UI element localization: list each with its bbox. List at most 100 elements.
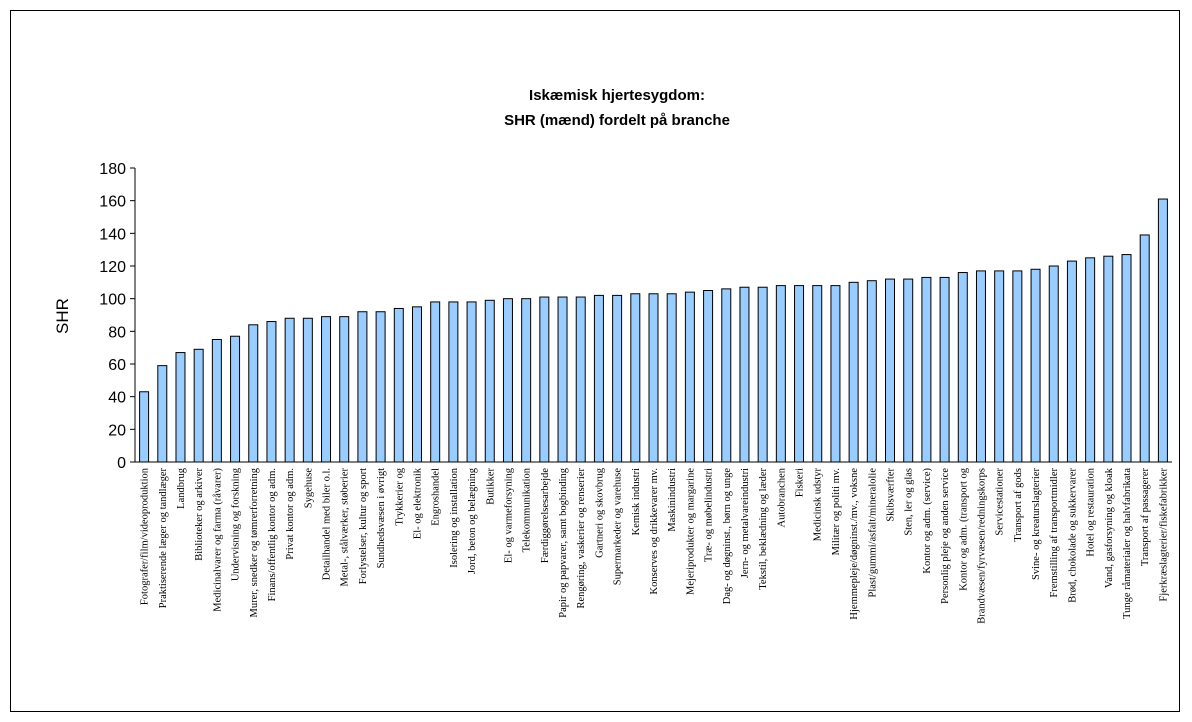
bar [648, 293, 659, 463]
x-tick-label: Træ- og møbelindustri [704, 468, 715, 562]
bar [775, 285, 786, 463]
bar [630, 293, 641, 463]
bar [794, 285, 805, 463]
bar [411, 306, 422, 463]
bar [866, 280, 877, 463]
x-tick-label: Gartneri og skovbrug [594, 467, 605, 558]
x-tick-label: Sten, ler og glas [904, 468, 915, 536]
chart-title: SHR (mænd) fordelt på branche [504, 112, 730, 129]
x-tick-label: Kontor og adm. (transport og [958, 467, 969, 591]
bar [757, 286, 768, 463]
x-tick-label: Autobranchen [776, 467, 787, 527]
x-tick-label: Militær og politi mv. [831, 468, 842, 555]
x-tick-label: El- og varmeforsyning [503, 467, 514, 563]
y-tick-label: 140 [99, 226, 126, 243]
bar [375, 311, 386, 463]
bar [994, 270, 1005, 463]
x-tick-label: Jord, beton og belægning [467, 467, 478, 574]
bar [1066, 260, 1077, 463]
x-tick-label: Brød, chokolade og sukkervarer [1067, 468, 1078, 603]
x-tick-label: Færdiggørelsesarbejde [540, 468, 551, 563]
bar [739, 286, 750, 463]
bar [339, 316, 350, 463]
x-tick-label: Maskinindustri [667, 468, 678, 532]
bar [903, 278, 914, 463]
x-tick-label: Detailhandel med biler o.l. [322, 468, 333, 580]
bar [557, 296, 568, 463]
bar [448, 301, 459, 463]
bar [1030, 268, 1041, 463]
x-tick-label: Fjerkræslagterier/fiskefabrikker [1158, 468, 1169, 602]
x-tick-label: Fiskeri [795, 468, 806, 497]
chart-title: Iskæmisk hjertesygdom: [529, 87, 705, 104]
bar [502, 298, 513, 463]
bar [539, 296, 550, 463]
x-tick-label: Landbrug [176, 467, 187, 509]
x-tick-label: Privat kontor og adm. [285, 468, 296, 560]
bar [211, 339, 222, 463]
bar [575, 296, 586, 463]
x-tick-label: Praktiserende læger og tandlæger [158, 468, 169, 609]
bar [1139, 234, 1150, 463]
x-tick-label: Transport af gods [1013, 468, 1024, 542]
x-tick-label: Servicestationer [995, 467, 1006, 535]
x-tick-label: Mejeriprodukter og margarine [685, 468, 696, 595]
x-tick-label: Fremstilling af transportmidler [1049, 468, 1060, 598]
bar [684, 291, 695, 463]
bar [248, 324, 259, 463]
bar [939, 276, 950, 463]
bar [921, 276, 932, 463]
bar [848, 281, 859, 463]
x-tick-label: Engroshandel [431, 468, 442, 526]
bar [1048, 265, 1059, 463]
x-tick-label: Hotel og restauration [1086, 467, 1097, 556]
x-tick-label: Skibsværfter [886, 468, 897, 522]
bar [1121, 254, 1132, 463]
bar [393, 307, 404, 463]
bar [430, 301, 441, 463]
bar [593, 294, 604, 463]
bar [1012, 270, 1023, 463]
bar [157, 365, 168, 463]
bar [521, 298, 532, 463]
x-tick-label: Hjemmepleje/døgninst./mv., voksne [849, 468, 860, 620]
x-tick-label: Kontor og adm. (service) [922, 468, 933, 574]
x-tick-label: El- og elektronik [412, 467, 423, 539]
x-tick-label: Forlystelser, kultur og sport [358, 468, 369, 584]
x-tick-label: Papir og papvarer, samt bogbinding [558, 467, 569, 618]
x-tick-label: Sygehuse [303, 468, 314, 509]
x-tick-label: Transport af passagerer [1140, 468, 1151, 567]
bar [357, 311, 368, 463]
x-tick-label: Telekommunikation [522, 467, 533, 552]
x-tick-label: Tekstil, beklædning og læder [758, 468, 769, 590]
bar [321, 316, 332, 463]
x-tick-label: Medicinalvarer og farma (råvarer) [212, 468, 223, 612]
bar [1103, 255, 1114, 463]
bar [284, 317, 295, 463]
x-tick-label: Rengøring, vaskerier og renserier [576, 467, 587, 608]
x-tick-label: Plast/gummi/asfalt/mineralolie [867, 468, 878, 598]
x-tick-label: Dag- og døgninst., børn og unge [722, 468, 733, 605]
x-tick-label: Fotografer/film/videoproduktion [140, 467, 151, 605]
bar [230, 335, 241, 463]
x-tick-label: Isolering og installation [449, 467, 460, 567]
y-tick-label: 0 [117, 455, 126, 472]
bar [812, 285, 823, 463]
y-axis-label: SHR [53, 298, 72, 334]
x-tick-label: Svine- og kreaturslagterier [1031, 468, 1042, 580]
x-tick-label: Metal-, stålværker, støberier [340, 468, 351, 587]
bar [975, 270, 986, 463]
bar [721, 288, 732, 463]
x-tick-label: Finans/offentlig kontor og adm. [267, 468, 278, 601]
x-tick-label: Supermarkeder og varehuse [613, 468, 624, 586]
x-tick-label: Kemisk industri [631, 468, 642, 535]
y-tick-label: 100 [99, 292, 126, 309]
bar [193, 348, 204, 463]
bar [266, 321, 277, 463]
x-tick-label: Konserves og drikkevarer mv. [649, 468, 660, 594]
y-tick-label: 20 [108, 422, 126, 439]
bar [466, 301, 477, 463]
bar [830, 285, 841, 463]
bar [703, 290, 714, 463]
